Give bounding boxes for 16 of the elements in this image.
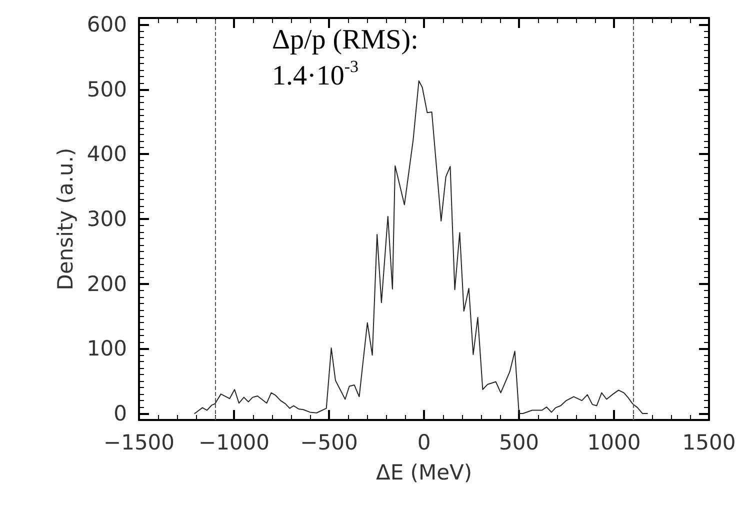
y-tick-label: 100 [86, 336, 127, 361]
y-axis-title: Density (a.u.) [54, 148, 78, 290]
y-tick-label: 300 [86, 207, 127, 231]
x-tick-label: 0 [417, 430, 431, 454]
y-tick-label: 200 [86, 272, 127, 296]
x-tick-label: −1000 [198, 430, 270, 454]
x-tick-label: −1500 [103, 430, 175, 454]
x-axis-title: ΔE (MeV) [376, 460, 472, 484]
y-tick-label: 500 [86, 77, 127, 102]
y-tick-label: 400 [86, 142, 127, 166]
x-tick-label: 500 [498, 430, 540, 454]
y-tick-label: 600 [86, 12, 127, 36]
x-tick-label: 1500 [682, 430, 736, 454]
y-tick-label: 0 [114, 402, 127, 426]
x-tick-label: −500 [300, 430, 358, 454]
x-tick-label: 1000 [587, 430, 641, 454]
